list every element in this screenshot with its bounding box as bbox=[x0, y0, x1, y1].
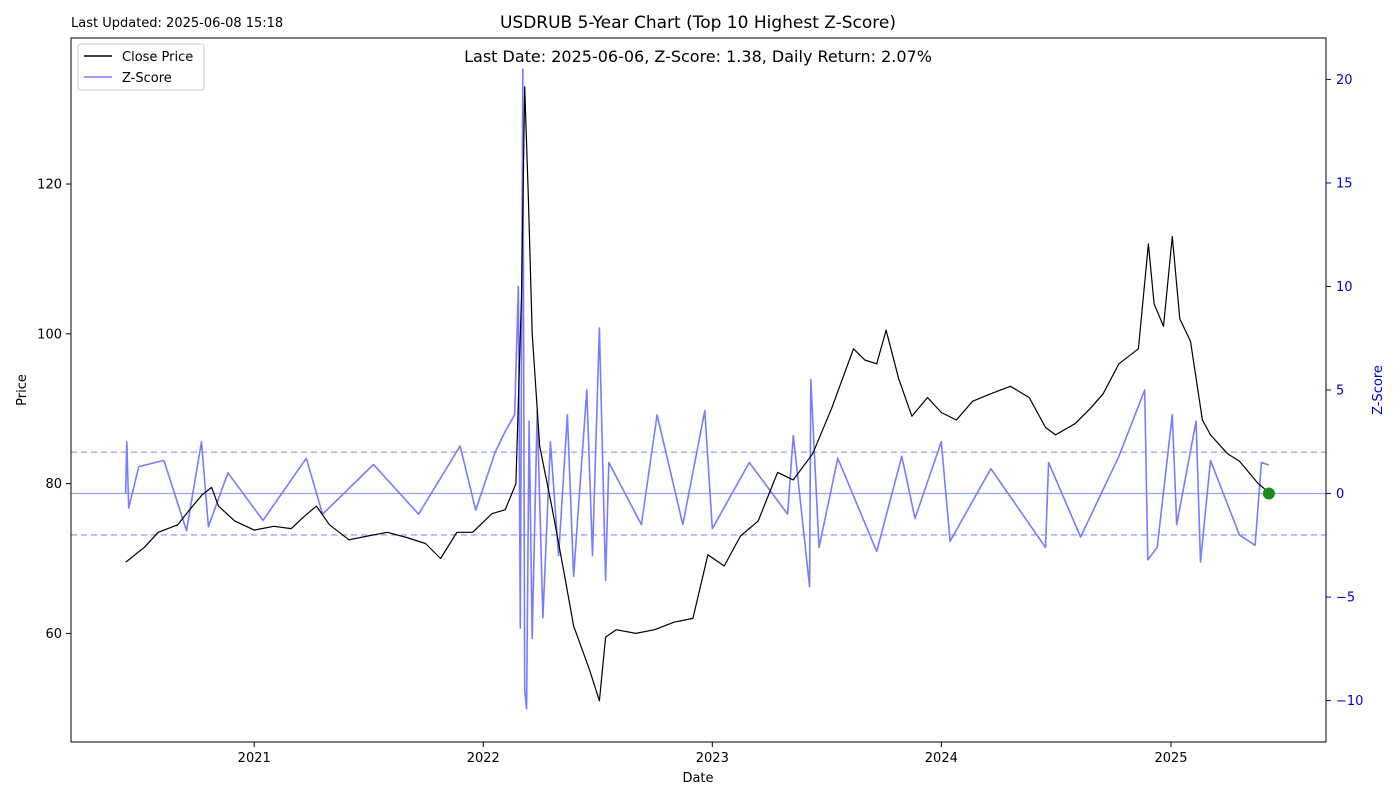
close-price-line bbox=[125, 86, 1270, 702]
x-axis-label: Date bbox=[682, 771, 713, 786]
y2-tick-label: 5 bbox=[1336, 384, 1344, 399]
zscore-axis: −10 −5 0 5 10 15 20 bbox=[1326, 73, 1363, 709]
y-tick-label: 60 bbox=[45, 627, 62, 642]
zscore-series bbox=[124, 68, 1270, 710]
legend-label-close-price: Close Price bbox=[122, 50, 193, 65]
x-tick-label: 2023 bbox=[696, 751, 729, 766]
legend-label-zscore: Z-Score bbox=[122, 71, 172, 86]
last-date-annotation: Last Date: 2025-06-06, Z-Score: 1.38, Da… bbox=[464, 47, 932, 66]
last-updated-label: Last Updated: 2025-06-08 15:18 bbox=[71, 16, 283, 31]
y-tick-label: 80 bbox=[45, 477, 62, 492]
y2-axis-label: Z-Score bbox=[1371, 365, 1386, 415]
y-tick-label: 100 bbox=[37, 327, 62, 342]
y-tick-label: 120 bbox=[37, 178, 62, 193]
x-tick-label: 2021 bbox=[238, 751, 271, 766]
zscore-threshold-lines bbox=[71, 451, 1326, 536]
y2-tick-label: 15 bbox=[1336, 176, 1353, 191]
y-axis-label: Price bbox=[15, 374, 30, 406]
x-tick-label: 2025 bbox=[1154, 751, 1187, 766]
y2-tick-label: 0 bbox=[1336, 487, 1344, 502]
legend: Close Price Z-Score bbox=[77, 43, 205, 91]
price-axis: 60 80 100 120 bbox=[37, 178, 71, 642]
y2-tick-label: −10 bbox=[1336, 694, 1363, 709]
y2-tick-label: −5 bbox=[1336, 591, 1355, 606]
last-point-layer bbox=[1262, 487, 1275, 500]
y2-tick-label: 10 bbox=[1336, 280, 1353, 295]
x-tick-label: 2022 bbox=[467, 751, 500, 766]
close-price-series bbox=[125, 86, 1270, 702]
y2-tick-label: 20 bbox=[1336, 73, 1353, 88]
plot-area bbox=[71, 38, 1326, 742]
last-point-marker bbox=[1262, 487, 1275, 500]
chart-title: USDRUB 5-Year Chart (Top 10 Highest Z-Sc… bbox=[500, 13, 896, 33]
x-axis: 2021 2022 2023 2024 2025 bbox=[238, 742, 1188, 766]
zscore-line bbox=[124, 68, 1270, 710]
x-tick-label: 2024 bbox=[925, 751, 958, 766]
